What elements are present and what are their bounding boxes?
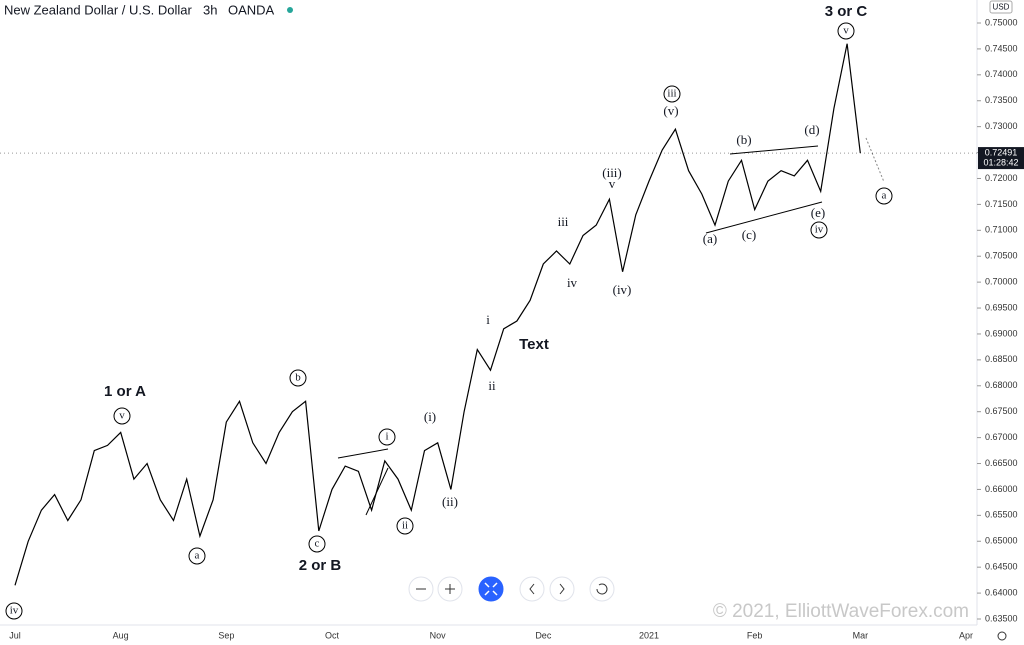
wave-label: c (315, 538, 320, 550)
interval: 3h (203, 2, 217, 17)
y-tick-label: 0.71000 (985, 225, 1018, 235)
y-tick-label: 0.65500 (985, 510, 1018, 520)
y-tick-label: 0.71500 (985, 199, 1018, 209)
countdown: 01:28:42 (983, 157, 1018, 167)
wave-label: (e) (811, 205, 825, 220)
reset-scale-button[interactable] (478, 576, 504, 602)
wave-circle (113, 407, 131, 425)
y-tick-label: 0.64500 (985, 562, 1018, 572)
wave-label: b (295, 372, 301, 384)
trendline (337, 448, 389, 459)
wave-label: 2 or B (299, 557, 342, 574)
status-dot (287, 7, 293, 13)
wave-label: iii (667, 88, 676, 100)
x-tick-label: Sep (218, 630, 234, 640)
x-tick-label: 2021 (639, 630, 659, 640)
currency-box (989, 0, 1013, 14)
wave-circle (5, 602, 23, 620)
y-tick-label: 0.69000 (985, 328, 1018, 338)
wave-label: ii (488, 378, 496, 393)
wave-label: (i) (424, 409, 436, 424)
wave-label: a (882, 190, 887, 202)
y-tick-label: 0.68000 (985, 380, 1018, 390)
x-tick-label: Jul (9, 630, 21, 640)
wave-label: (iv) (613, 282, 632, 297)
y-tick-label: 0.69500 (985, 302, 1018, 312)
y-tick-label: 0.66000 (985, 484, 1018, 494)
y-tick-label: 0.74500 (985, 43, 1018, 53)
wave-label: (v) (663, 103, 678, 118)
price-line (14, 43, 861, 586)
y-tick-label: 0.67000 (985, 432, 1018, 442)
wave-label: (ii) (442, 494, 458, 509)
wave-circle (875, 187, 893, 205)
wave-label: iv (10, 605, 19, 617)
trendline (705, 201, 823, 234)
wave-label: v (843, 25, 849, 37)
currency: USD (993, 3, 1010, 12)
scroll-right-button[interactable] (549, 576, 575, 602)
x-tick-label: Dec (535, 630, 552, 640)
y-tick-label: 0.75000 (985, 17, 1018, 27)
wave-label: i (385, 431, 388, 443)
x-tick-label: Mar (853, 630, 869, 640)
wave-label: v (609, 176, 616, 191)
wave-label: (d) (804, 122, 819, 137)
reset-button[interactable] (589, 576, 615, 602)
wave-label: v (119, 410, 125, 422)
watermark: © 2021, ElliottWaveForex.com (713, 601, 969, 622)
x-tick-label: Aug (113, 630, 129, 640)
wave-label: ii (402, 520, 408, 532)
zoom-out-button[interactable] (408, 576, 434, 602)
x-tick-label: Nov (430, 630, 447, 640)
scroll-left-button[interactable] (519, 576, 545, 602)
wave-label: iii (558, 214, 569, 229)
wave-label: 1 or A (104, 383, 146, 400)
wave-circle (663, 85, 681, 103)
y-tick-label: 0.74000 (985, 69, 1018, 79)
y-tick-label: 0.63500 (985, 613, 1018, 623)
last-price-label: 0.72491 (985, 147, 1018, 157)
wave-circle (837, 22, 855, 40)
y-tick-label: 0.73000 (985, 121, 1018, 131)
last-price-box (978, 147, 1024, 170)
settings-button[interactable] (997, 631, 1007, 641)
source: OANDA (228, 2, 275, 17)
wave-label: Text (519, 336, 549, 353)
y-tick-label: 0.67500 (985, 406, 1018, 416)
wave-label: 3 or C (825, 3, 868, 20)
wave-circle (308, 535, 326, 553)
y-tick-label: 0.65000 (985, 536, 1018, 546)
y-tick-label: 0.70500 (985, 251, 1018, 261)
y-tick-label: 0.68500 (985, 354, 1018, 364)
y-tick-label: 0.66500 (985, 458, 1018, 468)
x-tick-label: Oct (325, 630, 340, 640)
wave-circle (188, 547, 206, 565)
wave-circle (396, 517, 414, 535)
projection-arrow (865, 137, 885, 183)
y-tick-label: 0.72000 (985, 173, 1018, 183)
wave-label: i (486, 312, 490, 327)
y-tick-label: 0.64000 (985, 587, 1018, 597)
wave-label: (c) (742, 227, 756, 242)
x-tick-label: Apr (959, 630, 973, 640)
wave-circle (810, 221, 828, 239)
wave-circle (378, 428, 396, 446)
wave-label: iv (567, 275, 578, 290)
y-tick-label: 0.70000 (985, 277, 1018, 287)
y-tick-label: 0.73500 (985, 95, 1018, 105)
trendline (729, 145, 819, 155)
wave-label: a (195, 550, 200, 562)
zoom-in-button[interactable] (437, 576, 463, 602)
wave-label: (b) (736, 132, 751, 147)
wave-label: (iii) (602, 165, 622, 180)
x-tick-label: Feb (747, 630, 763, 640)
symbol-title: New Zealand Dollar / U.S. Dollar (4, 2, 193, 17)
wave-label: iv (815, 224, 824, 236)
toolbar (408, 576, 615, 602)
wave-label: (a) (703, 231, 717, 246)
wave-circle (289, 369, 307, 387)
